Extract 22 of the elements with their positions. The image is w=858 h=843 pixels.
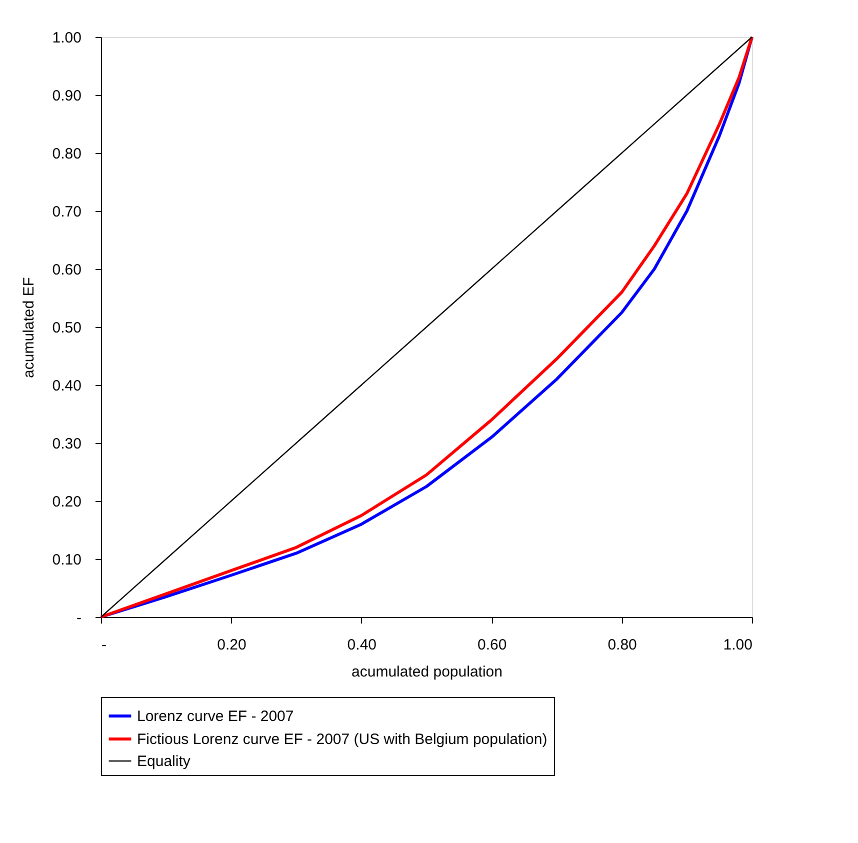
y-tick-label: 0.30 <box>52 436 82 452</box>
y-tick-label: 0.20 <box>52 494 82 510</box>
y-tick-label: 1.00 <box>52 30 82 46</box>
x-tick-label: - <box>102 636 106 654</box>
legend-label: Equality <box>137 753 191 770</box>
y-tick-label: - <box>76 610 82 626</box>
legend-label: Lorenz curve EF - 2007 <box>137 708 294 725</box>
y-tick-label: 0.60 <box>52 262 82 278</box>
y-tick-label: 0.10 <box>52 552 82 568</box>
x-tick-label: 0.20 <box>217 636 246 654</box>
x-tick-label: 0.60 <box>478 636 507 654</box>
x-axis-title: acumulated population <box>352 664 502 680</box>
legend-label: Fictious Lorenz curve EF - 2007 (US with Belgium population) <box>137 731 548 748</box>
y-tick-label: 0.80 <box>52 146 82 162</box>
y-axis-title: acumulated EF <box>20 277 38 378</box>
x-tick-label: 0.80 <box>608 636 637 654</box>
x-tick-label: 0.40 <box>347 636 376 654</box>
x-tick-label: 1.00 <box>723 636 752 654</box>
y-tick-label: 0.50 <box>52 320 82 336</box>
y-tick-label: 0.90 <box>52 88 82 104</box>
y-tick-label: 0.40 <box>52 378 82 394</box>
y-tick-label: 0.70 <box>52 204 82 220</box>
